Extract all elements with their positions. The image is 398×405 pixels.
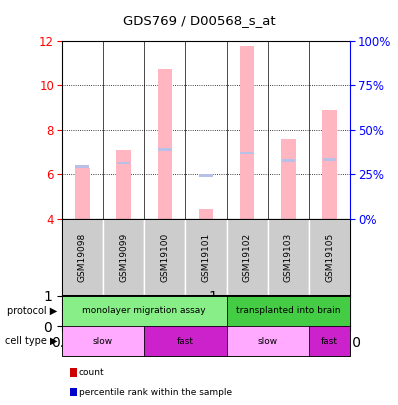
Bar	[144, 219, 185, 295]
Bar	[323, 158, 336, 161]
Bar	[185, 219, 226, 295]
Text: GSM19098: GSM19098	[78, 232, 87, 281]
Text: slow: slow	[258, 337, 278, 346]
Bar	[226, 219, 268, 295]
Text: GSM19105: GSM19105	[325, 232, 334, 281]
Bar	[199, 209, 213, 219]
Bar	[158, 148, 172, 151]
Bar	[322, 110, 337, 219]
Text: GSM19103: GSM19103	[284, 232, 293, 281]
Text: GSM19102: GSM19102	[243, 232, 252, 281]
Bar	[309, 219, 350, 295]
Text: slow: slow	[93, 337, 113, 346]
Text: transplanted into brain: transplanted into brain	[236, 306, 341, 315]
Text: protocol ▶: protocol ▶	[8, 306, 58, 316]
Text: GDS769 / D00568_s_at: GDS769 / D00568_s_at	[123, 14, 275, 27]
Text: GSM19101: GSM19101	[201, 232, 211, 281]
Bar	[76, 165, 89, 168]
Bar	[75, 168, 90, 219]
Bar	[268, 219, 309, 295]
Bar	[281, 139, 296, 219]
Bar	[199, 174, 213, 177]
Bar	[117, 162, 131, 164]
Bar	[62, 219, 103, 295]
Text: fast: fast	[321, 337, 338, 346]
Text: GSM19099: GSM19099	[119, 232, 128, 281]
Text: fast: fast	[177, 337, 194, 346]
Text: GSM19100: GSM19100	[160, 232, 169, 281]
Text: cell type ▶: cell type ▶	[5, 336, 58, 346]
Bar	[116, 150, 131, 219]
Bar	[281, 160, 295, 162]
Text: percentile rank within the sample: percentile rank within the sample	[79, 388, 232, 396]
Text: monolayer migration assay: monolayer migration assay	[82, 306, 206, 315]
Text: count: count	[79, 368, 104, 377]
Bar	[240, 151, 254, 154]
Bar	[103, 219, 144, 295]
Bar	[158, 70, 172, 219]
Bar	[240, 46, 254, 219]
